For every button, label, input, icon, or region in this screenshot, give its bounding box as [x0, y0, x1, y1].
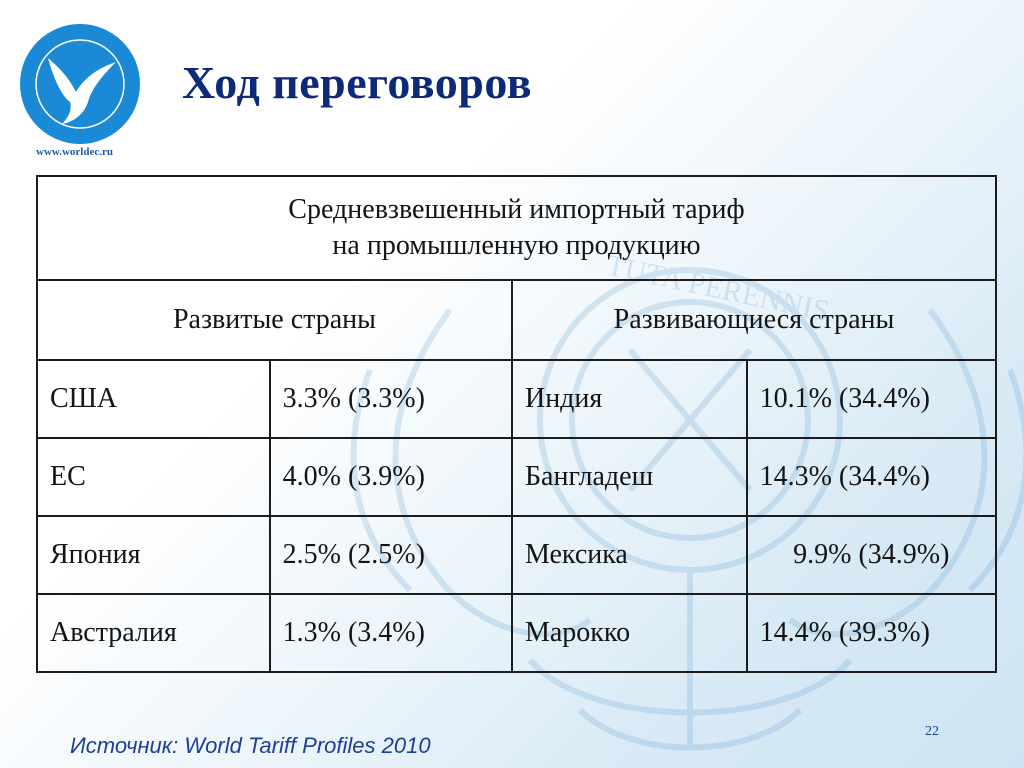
table-row: Австралия 1.3% (3.4%) Марокко 14.4% (39.… — [36, 593, 998, 673]
developed-tariff-cell: 1.3% (3.4%) — [268, 593, 513, 673]
developing-tariff-cell: 9.9% (34.9%) — [745, 515, 998, 595]
table-row: США 3.3% (3.3%) Индия 10.1% (34.4%) — [36, 359, 998, 439]
table-row: Япония 2.5% (2.5%) Мексика 9.9% (34.9%) — [36, 515, 998, 595]
developed-country-cell: Австралия — [36, 593, 271, 673]
slide-title: Ход переговоров — [182, 57, 533, 108]
page-number: 22 — [925, 724, 939, 739]
developing-country-cell: Индия — [510, 359, 748, 439]
table-row: ЕС 4.0% (3.9%) Бангладеш 14.3% (34.4%) — [36, 437, 998, 517]
group-developed-header: Развитые страны — [36, 279, 513, 361]
university-logo — [20, 24, 140, 144]
site-url[interactable]: www.worldec.ru — [36, 146, 113, 158]
table-header-line1: Средневзвешенный импортный тариф — [288, 194, 745, 225]
table-header-cell: Средневзвешенный импортный тариф на пром… — [36, 175, 997, 281]
developing-country-cell: Марокко — [510, 593, 748, 673]
developed-country-cell: Япония — [36, 515, 271, 595]
developing-tariff-cell: 14.4% (39.3%) — [745, 593, 998, 673]
table-header-row: Средневзвешенный импортный тариф на пром… — [36, 175, 997, 281]
developing-country-cell: Мексика — [510, 515, 748, 595]
developed-country-cell: США — [36, 359, 271, 439]
developed-tariff-cell: 3.3% (3.3%) — [268, 359, 513, 439]
developing-country-cell: Бангладеш — [510, 437, 748, 517]
developed-tariff-cell: 4.0% (3.9%) — [268, 437, 513, 517]
group-developing-header: Развивающиеся страны — [510, 279, 998, 361]
developed-tariff-cell: 2.5% (2.5%) — [268, 515, 513, 595]
source-note: Источник: World Tariff Profiles 2010 — [70, 733, 431, 758]
developing-tariff-cell: 10.1% (34.4%) — [745, 359, 998, 439]
tariff-table: Средневзвешенный импортный тариф на пром… — [36, 175, 998, 673]
dove-icon — [48, 58, 116, 124]
developed-country-cell: ЕС — [36, 437, 271, 517]
developing-tariff-cell: 14.3% (34.4%) — [745, 437, 998, 517]
table-group-row: Развитые страны Развивающиеся страны — [36, 279, 998, 361]
table-header-line2: на промышленную продукцию — [332, 230, 701, 261]
